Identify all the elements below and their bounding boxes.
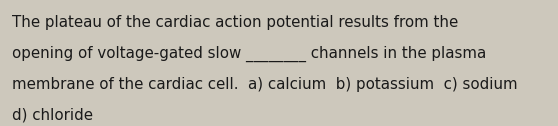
Text: membrane of the cardiac cell.  a) calcium  b) potassium  c) sodium: membrane of the cardiac cell. a) calcium… [12, 77, 518, 92]
Text: The plateau of the cardiac action potential results from the: The plateau of the cardiac action potent… [12, 15, 459, 30]
Text: d) chloride: d) chloride [12, 108, 93, 123]
Text: opening of voltage-gated slow ________ channels in the plasma: opening of voltage-gated slow ________ c… [12, 46, 487, 62]
